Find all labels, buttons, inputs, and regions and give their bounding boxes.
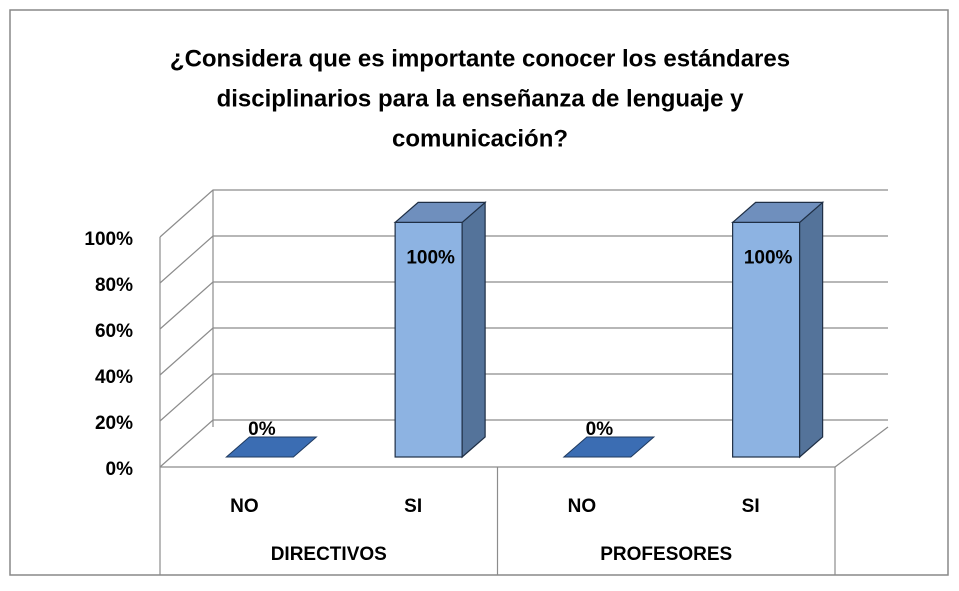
grid-line [159,419,888,468]
y-tick-label: 40% [95,367,133,388]
grid-line [159,373,888,422]
y-tick-label: 0% [106,459,134,480]
bar [225,436,318,458]
data-label: 100% [406,247,455,268]
bar [394,221,463,458]
bar [562,436,656,458]
data-label: 0% [586,419,614,440]
y-tick-label: 60% [95,321,133,342]
y-tick-label: 80% [95,275,133,296]
group-label: PROFESORES [600,544,732,565]
chart-title: ¿Considera que es importante conocer los… [170,45,790,72]
chart-title: comunicación? [392,125,568,152]
group-label: DIRECTIVOS [271,544,387,565]
bar-top [731,201,825,223]
grid-line [159,189,888,238]
grid-line [159,327,888,376]
y-tick-label: 20% [95,413,133,434]
x-tick-label: SI [742,496,760,517]
grid-line [159,235,888,284]
data-label: 100% [744,247,793,268]
bar-side [799,201,824,459]
x-tick-label: NO [230,496,259,517]
grid-line [159,281,888,330]
y-tick-label: 100% [84,229,133,250]
chart-title: disciplinarios para la enseñanza de leng… [217,85,745,112]
bar-top [393,201,487,223]
floor-edge [834,426,889,468]
bar-side [461,201,486,459]
x-tick-label: NO [568,496,597,517]
data-label: 0% [248,419,276,440]
x-tick-label: SI [404,496,422,517]
